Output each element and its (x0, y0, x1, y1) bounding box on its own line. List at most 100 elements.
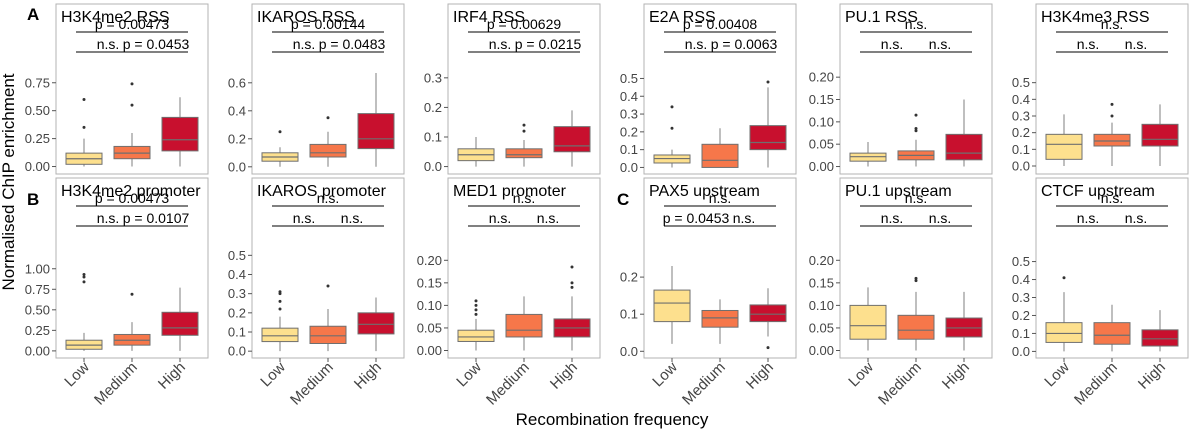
box-medium (701, 299, 739, 344)
outlier-point (522, 129, 526, 133)
x-tick-label: Low (61, 359, 93, 391)
significance-label: n.s. (97, 210, 120, 226)
comparison-medium-high: p = 0.0107 (123, 210, 190, 227)
box-iqr (1141, 123, 1179, 147)
y-tick-label: 0.2 (228, 131, 246, 146)
box-medium (309, 116, 347, 167)
outlier-point (278, 292, 282, 296)
y-axis-label: Normalised ChIP enrichment (0, 73, 18, 290)
comparison-medium-high: n.s. (712, 210, 776, 227)
y-tick-label: 0.3 (1012, 109, 1030, 124)
y-tick-label: 0.10 (809, 298, 834, 313)
outlier-point (766, 346, 770, 350)
y-tick-label: 0.5 (620, 71, 638, 86)
panel-title: PU.1 RSS (845, 9, 918, 26)
comparison-medium-high: p = 0.0483 (319, 36, 385, 53)
outlier-point (474, 303, 478, 307)
significance-label: p = 0.0107 (123, 210, 190, 226)
comparison-low-high: p = 0.00408 (664, 16, 776, 33)
significance-label: n.s. (685, 36, 708, 52)
box-iqr (1045, 322, 1083, 343)
significance-label: p = 0.00144 (291, 16, 366, 32)
significance-label: p = 0.00629 (487, 16, 562, 32)
x-tick-label: Medium (91, 359, 141, 409)
significance-label: p = 0.00473 (95, 16, 170, 32)
y-tick-label: 0.6 (228, 75, 246, 90)
outlier-point (474, 299, 478, 303)
box-low (261, 290, 299, 352)
panel-title: CTCF upstream (1041, 183, 1155, 200)
y-tick-label: 0.2 (1012, 308, 1030, 323)
box-high (357, 73, 395, 167)
comparison-low-high: p = 0.00473 (76, 190, 188, 207)
y-tick-label: 0.4 (1012, 92, 1030, 107)
outlier-point (326, 116, 330, 120)
outlier-point (570, 285, 574, 289)
x-tick-label: Medium (875, 359, 925, 409)
x-tick-label: High (939, 359, 973, 393)
panel-7: H3K4me2 promoter 0.00 0.25 0.50 0.75 1.00 p = … (25, 177, 209, 409)
y-tick-label: 0.25 (25, 323, 50, 338)
outlier-point (914, 113, 918, 117)
box-iqr (357, 113, 395, 150)
comparison-medium-high: n.s. (516, 210, 580, 227)
outlier-point (278, 307, 282, 311)
significance-label: n.s. (929, 36, 952, 52)
box-medium (897, 276, 935, 351)
x-tick-label: High (547, 359, 581, 393)
x-tick-label: Medium (483, 359, 533, 409)
comparison-low-high: n.s. (860, 190, 972, 207)
box-iqr (897, 314, 935, 340)
outlier-point (82, 273, 86, 276)
outlier-point (670, 126, 674, 130)
significance-label: n.s. (97, 36, 120, 52)
y-tick-label: 0.00 (25, 159, 50, 174)
significance-label: n.s. (293, 36, 316, 52)
y-tick-label: 0.1 (620, 307, 638, 322)
box-medium (1093, 304, 1131, 352)
box-iqr (1045, 133, 1083, 160)
y-tick-label: 0.2 (228, 305, 246, 320)
y-tick-label: 0.20 (417, 253, 442, 268)
box-iqr (357, 312, 395, 335)
y-tick-label: 0.5 (228, 248, 246, 263)
y-tick-label: 0.05 (417, 320, 442, 335)
box-iqr (749, 125, 787, 151)
outlier-point (130, 103, 134, 107)
box-low (457, 299, 495, 351)
significance-label: p = 0.0453 (663, 210, 730, 226)
box-medium (701, 128, 739, 168)
y-tick-label: 0.1 (620, 142, 638, 157)
y-tick-label: 0.2 (424, 100, 442, 115)
y-tick-label: 0.0 (228, 159, 246, 174)
y-tick-label: 0.0 (620, 344, 638, 359)
comparison-medium-high: p = 0.0215 (515, 36, 581, 53)
y-tick-label: 0.1 (424, 129, 442, 144)
box-high (1141, 310, 1179, 352)
box-high (553, 265, 591, 351)
box-low (849, 141, 887, 167)
box-high (945, 291, 983, 351)
box-medium (505, 123, 543, 167)
panel-title: H3K4me2 promoter (61, 183, 201, 200)
y-tick-label: 0.2 (620, 124, 638, 139)
panel-title: E2A RSS (649, 9, 716, 26)
significance-label: n.s. (1125, 210, 1148, 226)
x-tick-label: Medium (679, 359, 729, 409)
box-low (653, 105, 691, 168)
y-tick-label: 0.05 (809, 137, 834, 152)
box-low (653, 265, 691, 344)
significance-label: n.s. (929, 210, 952, 226)
x-tick-label: Low (257, 359, 289, 391)
significance-label: n.s. (733, 210, 756, 226)
outlier-point (82, 125, 86, 129)
outlier-point (130, 292, 134, 296)
comparison-medium-high: p = 0.0063 (711, 36, 777, 53)
y-tick-label: 0.5 (1012, 75, 1030, 90)
y-tick-label: 0.00 (417, 343, 442, 358)
significance-label: n.s. (293, 210, 316, 226)
comparison-low-high: n.s. (272, 190, 384, 207)
x-tick-label: Medium (287, 359, 337, 409)
box-low (65, 98, 103, 167)
